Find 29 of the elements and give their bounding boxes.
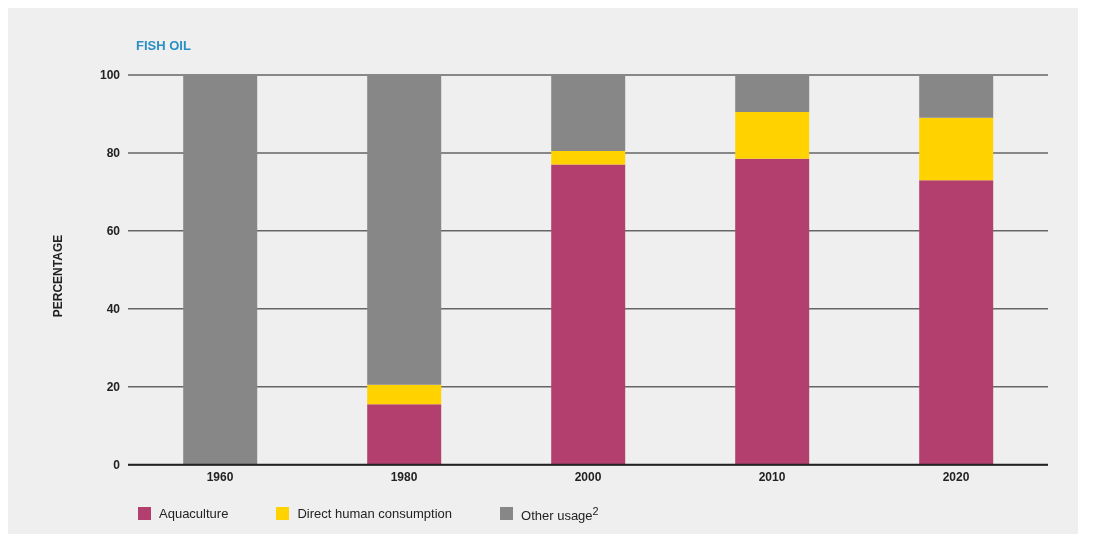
y-tick-label: 20 — [106, 380, 121, 394]
y-tick-label: 0 — [113, 457, 121, 472]
bar — [919, 117, 994, 181]
x-tick-label: 2020 — [942, 470, 970, 485]
x-tick-label: 2010 — [758, 470, 786, 485]
chart-title: FISH OIL — [136, 38, 191, 53]
y-axis-title: PERCENTAGE — [51, 234, 65, 318]
legend-label: Direct human consumption — [297, 506, 453, 522]
y-tick-label: 80 — [106, 146, 121, 161]
bar — [919, 75, 994, 118]
bar — [919, 180, 994, 465]
bar — [551, 75, 626, 151]
bar — [367, 404, 442, 465]
x-tick-label: 1980 — [390, 470, 418, 485]
x-tick-label: 2000 — [574, 470, 602, 485]
bar — [183, 75, 258, 465]
bar — [735, 112, 810, 159]
bar — [735, 158, 810, 465]
y-tick-label: 40 — [106, 302, 121, 317]
y-tick-label: 60 — [106, 224, 121, 239]
y-tick-label: 100 — [99, 68, 121, 83]
x-tick-label: 1960 — [206, 470, 234, 485]
bar — [551, 150, 626, 165]
bar — [367, 384, 442, 405]
legend-label: Other usage$^{2}$ — [521, 504, 599, 523]
bar — [367, 75, 442, 385]
bar — [735, 75, 810, 113]
bar — [551, 164, 626, 465]
legend-label: Aquaculture — [159, 506, 229, 522]
